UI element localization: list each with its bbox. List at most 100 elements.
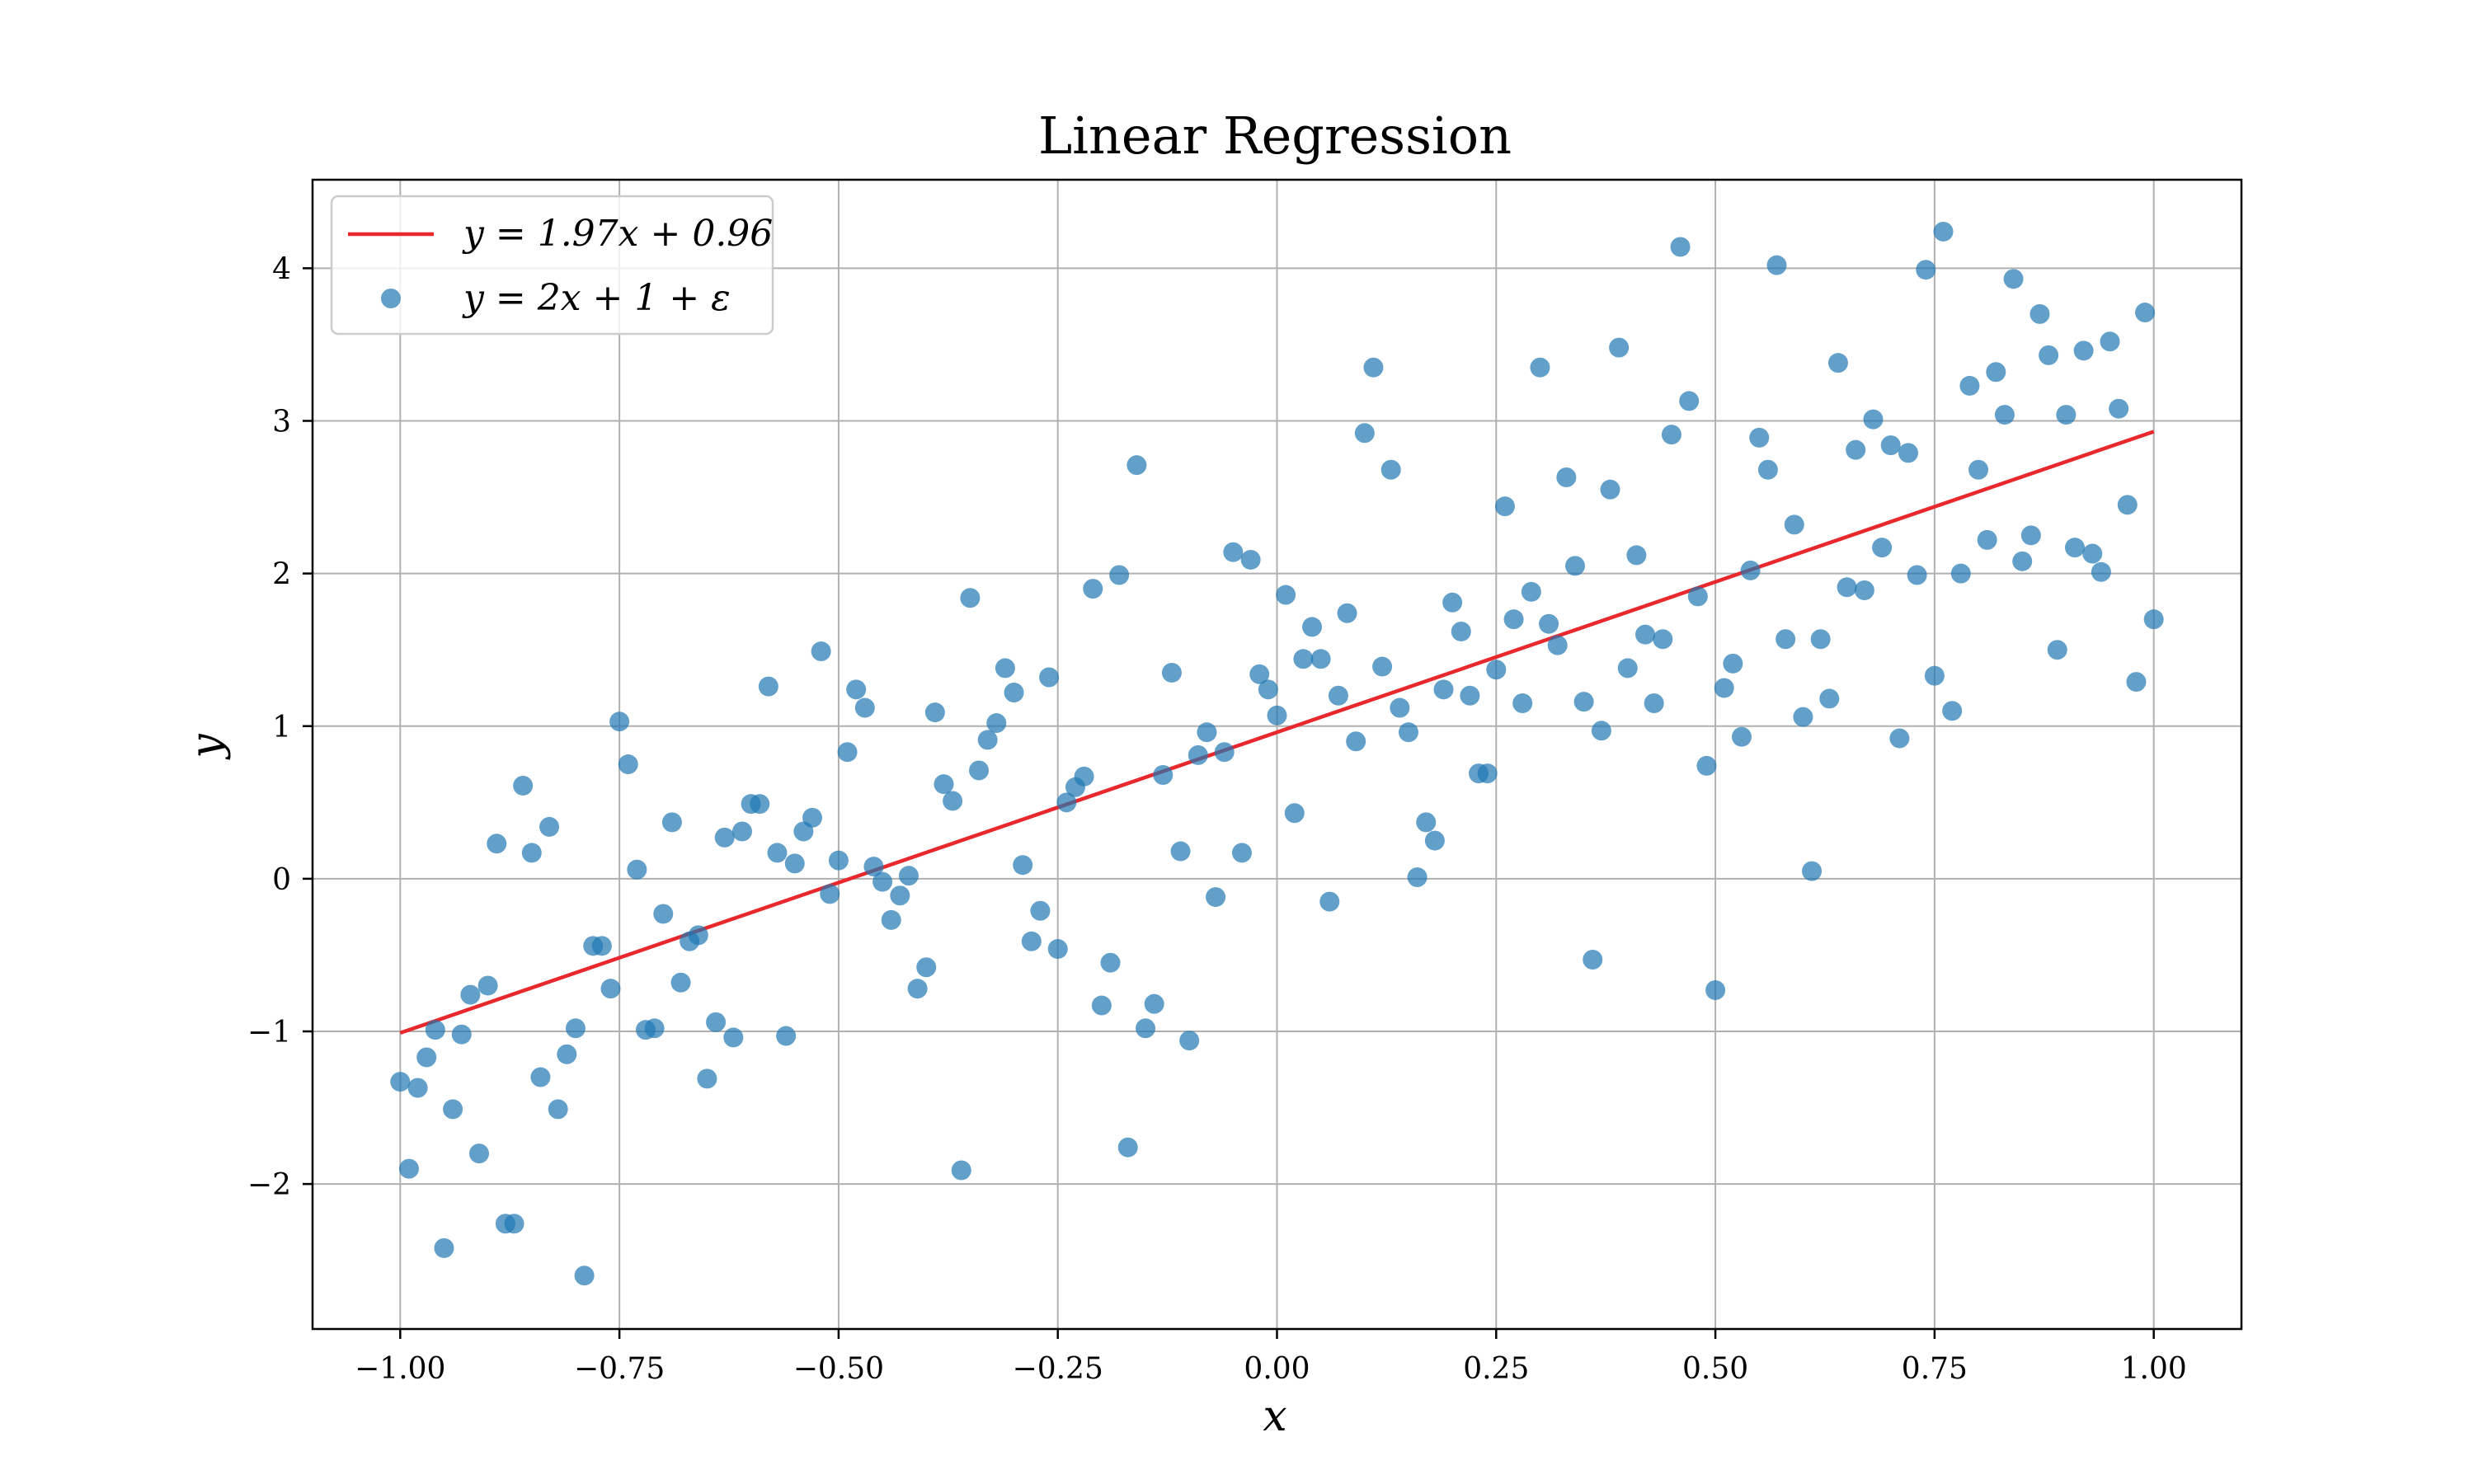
data-point <box>1644 693 1664 713</box>
data-point <box>1319 891 1340 912</box>
data-point <box>1986 362 2006 383</box>
data-point <box>1950 563 1971 584</box>
data-point <box>1547 635 1568 655</box>
data-point <box>504 1214 524 1234</box>
data-point <box>1503 609 1524 630</box>
data-point <box>1827 353 1848 373</box>
data-point <box>1398 722 1418 743</box>
data-point <box>916 957 937 978</box>
data-point <box>477 975 498 996</box>
data-point <box>2039 345 2059 365</box>
y-tick-label: −2 <box>247 1168 291 1202</box>
data-point <box>1013 855 1033 876</box>
data-point <box>1776 629 1796 650</box>
data-point <box>1302 617 1323 637</box>
data-point <box>1617 658 1638 679</box>
data-point <box>969 760 990 781</box>
chart-title: Linear Regression <box>1038 106 1512 166</box>
data-point <box>714 827 735 848</box>
data-point <box>1898 443 1918 463</box>
data-point <box>723 1027 744 1048</box>
data-point <box>750 794 770 815</box>
x-axis-ticks: −1.00 −0.75 −0.50 −0.25 0.00 0.25 0.50 0.75 1.00 <box>355 1329 2187 1386</box>
x-tick-label: 0.00 <box>1244 1352 1310 1386</box>
data-point <box>487 834 507 854</box>
data-point <box>1380 459 1401 480</box>
data-point <box>1942 701 1963 721</box>
data-point <box>1530 357 1550 378</box>
data-point <box>1109 565 1130 585</box>
data-point <box>2047 640 2067 660</box>
data-point <box>863 857 884 877</box>
data-point <box>934 774 954 795</box>
data-point <box>2056 405 2077 425</box>
data-point <box>2126 672 2147 693</box>
data-point <box>1144 993 1164 1014</box>
data-point <box>1179 1031 1200 1051</box>
data-point <box>1653 629 1673 650</box>
legend-label-fit: y = 1.97x + 0.96 <box>462 213 773 255</box>
data-point <box>1564 556 1585 576</box>
data-point <box>1994 405 2015 425</box>
data-point <box>1047 939 1068 960</box>
data-point <box>784 853 805 874</box>
data-point <box>828 850 849 871</box>
data-point <box>820 884 840 904</box>
data-point <box>1442 592 1463 613</box>
data-point <box>1407 867 1427 888</box>
data-point <box>1206 887 1226 908</box>
data-point <box>1460 685 1480 706</box>
data-point <box>951 1160 971 1181</box>
data-point <box>1924 665 1945 686</box>
data-point <box>1363 357 1384 378</box>
data-point <box>2003 269 2024 289</box>
data-point <box>1556 467 1577 487</box>
data-point <box>1083 579 1103 599</box>
data-point <box>767 843 788 863</box>
y-tick-label: 0 <box>272 863 291 897</box>
y-axis-label: y <box>182 734 232 760</box>
data-point <box>1136 1018 1156 1039</box>
data-point <box>661 812 682 833</box>
data-point <box>1188 744 1208 765</box>
data-point <box>2020 525 2041 546</box>
data-point <box>1757 459 1778 480</box>
data-point <box>1600 479 1620 500</box>
data-point <box>854 697 875 718</box>
data-point <box>1021 931 1042 951</box>
data-point <box>1223 542 1244 562</box>
data-point <box>1231 843 1252 863</box>
data-point <box>1539 613 1559 634</box>
data-point <box>1872 538 1893 558</box>
data-point <box>1863 409 1884 430</box>
legend-label-data: y = 2x + 1 + ε <box>462 277 731 319</box>
data-point <box>1214 742 1235 763</box>
data-point <box>1284 803 1305 824</box>
data-point <box>407 1078 428 1098</box>
data-point <box>2091 561 2111 582</box>
data-point <box>1004 683 1024 703</box>
data-point <box>1591 721 1611 741</box>
data-point <box>1802 861 1823 881</box>
data-point <box>2064 538 2085 558</box>
data-point <box>1916 260 1936 280</box>
data-point <box>846 679 867 700</box>
data-point <box>1784 514 1804 535</box>
data-point <box>1810 629 1831 650</box>
data-point <box>907 979 928 999</box>
data-point <box>960 588 981 608</box>
data-point <box>1521 581 1541 602</box>
data-point <box>2135 303 2156 323</box>
data-point <box>697 1068 717 1089</box>
data-point <box>758 676 778 697</box>
data-point <box>548 1099 568 1120</box>
x-tick-label: 0.50 <box>1682 1352 1748 1386</box>
data-point <box>1390 697 1410 718</box>
data-point <box>977 730 998 750</box>
x-tick-label: −1.00 <box>355 1352 445 1386</box>
data-point <box>1793 707 1813 727</box>
data-point <box>443 1099 463 1120</box>
data-point <box>1512 693 1533 713</box>
data-point <box>1880 435 1901 456</box>
data-point <box>425 1020 445 1040</box>
